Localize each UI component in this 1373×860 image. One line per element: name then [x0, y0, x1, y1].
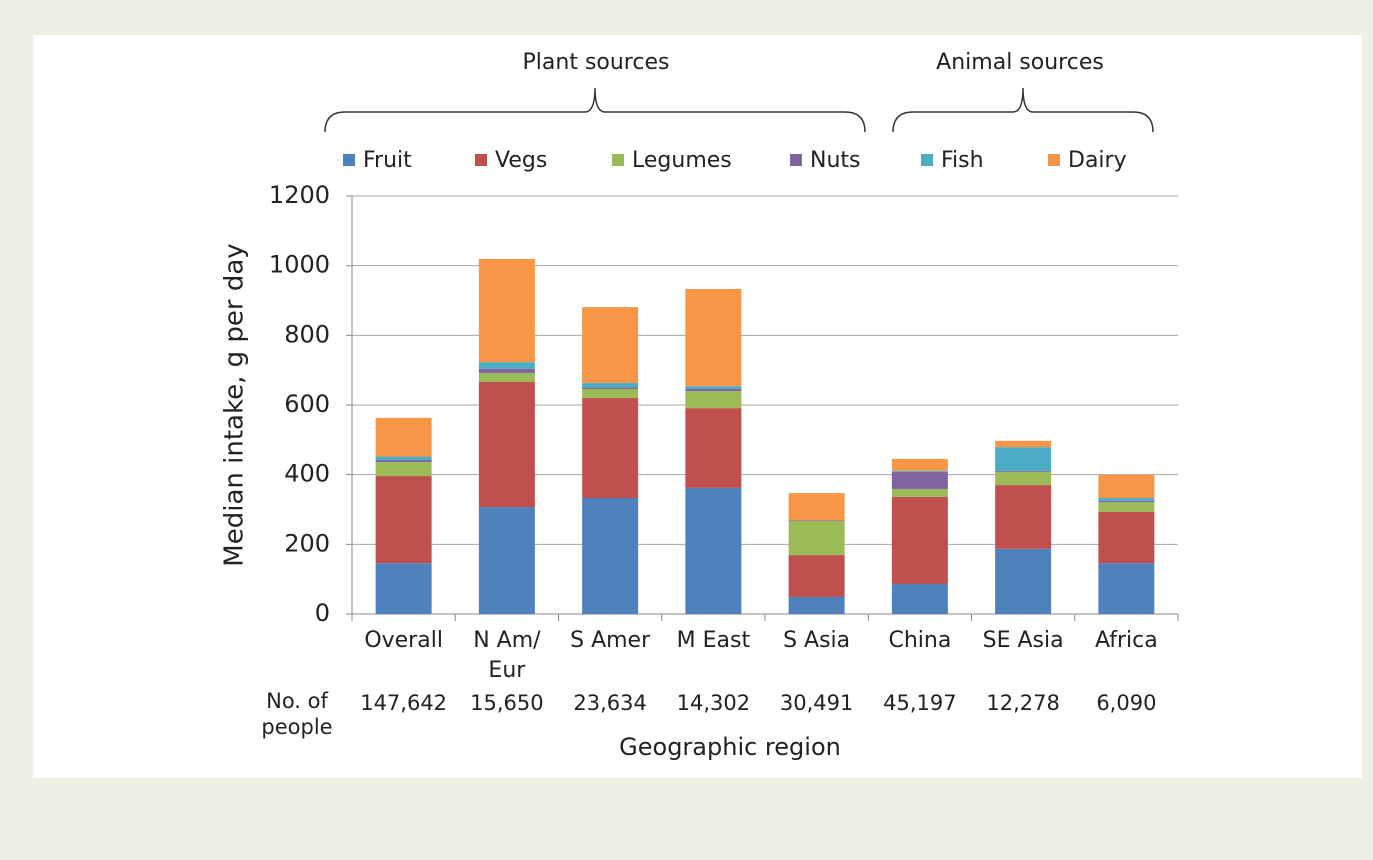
bar-segment: [891, 496, 948, 585]
y-tick-label: 1200: [269, 181, 330, 209]
x-tick-label: China: [888, 628, 952, 653]
legend-swatch: [921, 154, 933, 166]
bar-segment: [891, 458, 948, 471]
x-tick-label: Overall: [364, 628, 443, 653]
annotation: Plant sources: [523, 50, 670, 75]
x-axis-title: Geographic region: [619, 733, 841, 761]
bar-segment: [375, 563, 432, 614]
x-tick-label: N Am/ Eur: [473, 628, 541, 683]
bar-segment: [995, 470, 1052, 472]
count: 6,090: [1096, 691, 1157, 715]
bar-segment: [478, 507, 535, 614]
bar-segment: [582, 387, 639, 389]
bar-segment: [788, 520, 845, 521]
bar-segment: [582, 383, 639, 388]
brace: [324, 87, 866, 133]
y-tick-label: 600: [284, 390, 330, 418]
legend-swatch: [612, 154, 624, 166]
bar-segment: [788, 493, 845, 521]
y-tick-label: 800: [284, 320, 330, 348]
bar-segment: [788, 596, 845, 614]
y-tick-label: 0: [315, 599, 330, 627]
bar-segment: [685, 408, 742, 488]
bar-segment: [375, 417, 432, 457]
x-tick-label: M East: [676, 628, 751, 653]
count: 45,197: [883, 691, 957, 715]
x-tick-label: SE Asia: [982, 628, 1064, 653]
bar-segment: [1098, 502, 1155, 512]
bar-segment: [375, 460, 432, 463]
annotation: Animal sources: [936, 50, 1104, 75]
bar-segment: [1098, 563, 1155, 614]
bar-segment: [685, 391, 742, 409]
legend-label: Nuts: [810, 148, 861, 173]
count: 30,491: [779, 691, 854, 715]
bar-segment: [891, 488, 948, 497]
count-label: No. of people: [261, 689, 333, 739]
bar-segment: [1098, 511, 1155, 564]
bar-segment: [1098, 498, 1155, 501]
bar-segment: [685, 289, 742, 387]
bar-segment: [685, 487, 742, 614]
bar-segment: [1098, 500, 1155, 503]
bar-segment: [788, 555, 845, 597]
x-tick-label: S Asia: [783, 628, 851, 653]
bar-segment: [375, 456, 432, 461]
bar-segment: [478, 368, 535, 373]
y-tick-label: 200: [284, 529, 330, 557]
legend-swatch: [1048, 154, 1060, 166]
bar-segment: [1098, 475, 1155, 499]
bar-segment: [582, 398, 639, 499]
bar-segment: [891, 584, 948, 614]
bar-segment: [891, 470, 948, 472]
count: 23,634: [573, 691, 647, 715]
legend-swatch: [790, 154, 802, 166]
count: 15,650: [470, 691, 544, 715]
bar-segment: [478, 372, 535, 383]
bar-segment: [375, 462, 432, 477]
bar-segment: [478, 259, 535, 363]
bar-segment: [788, 520, 845, 556]
x-tick-label: S Amer: [570, 628, 651, 653]
legend-label: Fruit: [363, 148, 412, 173]
legend-swatch: [343, 154, 355, 166]
legend-label: Legumes: [632, 148, 732, 173]
bar-segment: [582, 388, 639, 399]
count: 147,642: [360, 691, 448, 715]
legend-label: Dairy: [1068, 148, 1127, 173]
bar-segment: [478, 382, 535, 508]
legend-label: Vegs: [495, 148, 547, 173]
bar-segment: [995, 548, 1052, 614]
count: 12,278: [986, 691, 1060, 715]
legend-label: Fish: [941, 148, 984, 173]
count: 14,302: [676, 691, 751, 715]
bar-segment: [375, 476, 432, 564]
bar-segment: [995, 485, 1052, 549]
bar-segment: [582, 498, 639, 614]
bar-segment: [995, 440, 1052, 448]
brace: [892, 87, 1154, 133]
bar-segment: [685, 388, 742, 392]
bar-segment: [685, 386, 742, 389]
y-tick-label: 400: [284, 460, 330, 488]
bar-segment: [891, 471, 948, 489]
y-tick-label: 1000: [269, 251, 330, 279]
y-axis-title: Median intake, g per day: [220, 243, 250, 566]
legend-swatch: [475, 154, 487, 166]
x-tick-label: Africa: [1095, 628, 1158, 653]
bar-segment: [995, 471, 1052, 486]
bar-segment: [995, 447, 1052, 471]
bar-segment: [582, 307, 639, 384]
bar-segment: [478, 362, 535, 369]
